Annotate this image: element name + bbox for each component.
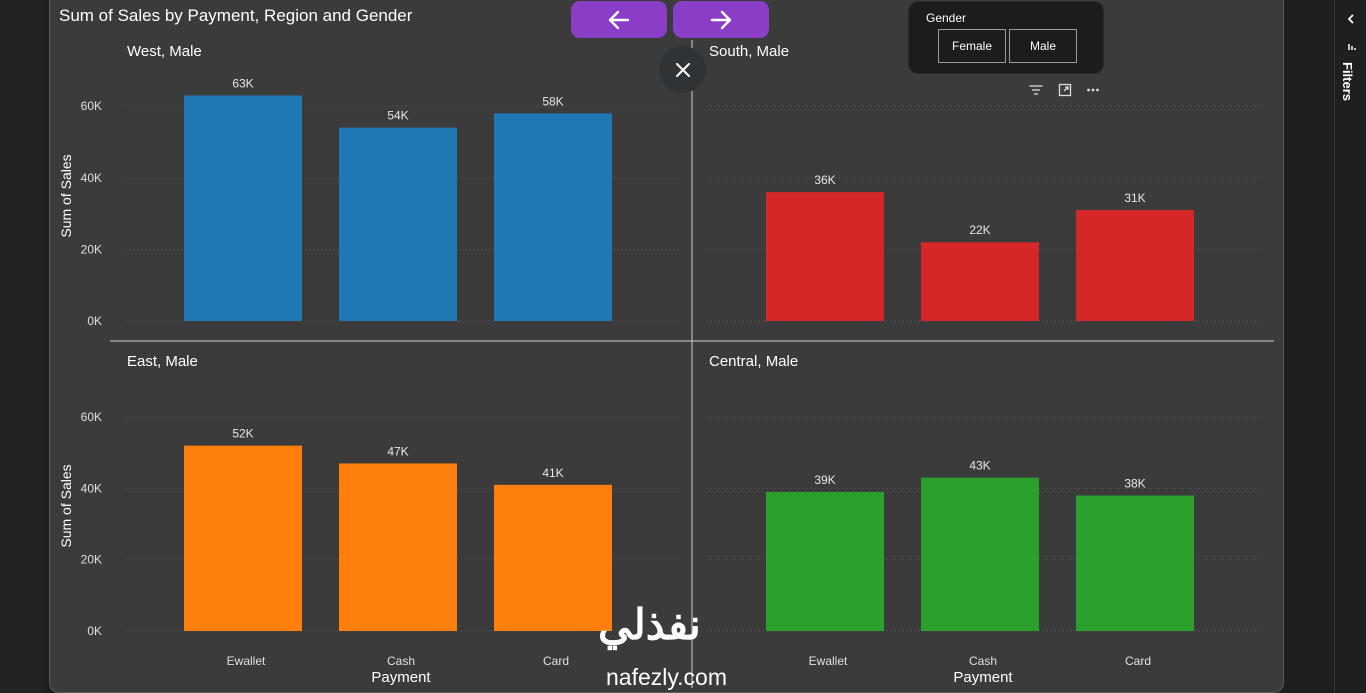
data-label: 43K (969, 459, 990, 473)
data-label: 31K (1124, 191, 1145, 205)
data-label: 54K (387, 109, 408, 123)
y-tick-label: 20K (81, 242, 102, 256)
focus-mode-icon[interactable] (1057, 82, 1073, 98)
filter-icon[interactable] (1028, 82, 1044, 98)
x-axis-title: Payment (953, 669, 1013, 686)
previous-button[interactable] (571, 1, 667, 38)
bar (184, 445, 302, 631)
more-options-icon[interactable] (1085, 82, 1101, 98)
watermark-latin: nafezly.com (606, 664, 728, 690)
y-tick-label: 40K (81, 481, 102, 495)
gender-slicer: Gender Female Male (908, 1, 1104, 74)
bar (184, 95, 302, 322)
bar (1076, 210, 1194, 321)
data-label: 47K (387, 444, 408, 458)
data-label: 39K (814, 473, 835, 487)
x-tick-label: Ewallet (809, 654, 848, 668)
bar (1076, 495, 1194, 631)
filters-pane[interactable] (1335, 0, 1366, 693)
data-label: 22K (969, 223, 990, 237)
x-tick-label: Cash (387, 654, 415, 668)
x-tick-label: Card (1125, 654, 1151, 668)
y-tick-label: 60K (81, 99, 102, 113)
filters-pane-label[interactable]: Filters (1340, 62, 1355, 102)
slicer-option-male[interactable]: Male (1009, 29, 1077, 63)
panel-title: South, Male (709, 43, 789, 60)
y-tick-label: 0K (87, 314, 102, 328)
y-tick-label: 0K (87, 624, 102, 638)
x-tick-label: Ewallet (227, 654, 266, 668)
bar (766, 491, 884, 631)
x-tick-label: Cash (969, 654, 997, 668)
panel-title: East, Male (127, 353, 198, 370)
data-label: 41K (542, 466, 563, 480)
bar (339, 463, 457, 631)
panel-title: Central, Male (709, 353, 798, 370)
bar (339, 127, 457, 322)
slicer-title: Gender (926, 11, 967, 25)
y-tick-label: 40K (81, 171, 102, 185)
filter-funnel-icon (1348, 44, 1356, 50)
x-axis-title: Payment (371, 669, 431, 686)
bar (921, 477, 1039, 631)
watermark-arabic: نفذلي (598, 601, 702, 648)
data-label: 58K (542, 94, 563, 108)
data-label: 36K (814, 173, 835, 187)
next-button[interactable] (673, 1, 769, 38)
panel-title: West, Male (127, 43, 202, 60)
left-panel-strip (0, 0, 44, 693)
data-label: 52K (232, 427, 253, 441)
chevron-left-icon[interactable] (1347, 14, 1355, 24)
y-axis-title: Sum of Sales (58, 464, 74, 547)
arrow-left-icon (608, 10, 630, 29)
bar (766, 192, 884, 321)
y-tick-label: 20K (81, 553, 102, 567)
data-label: 38K (1124, 477, 1145, 491)
close-button[interactable] (659, 46, 706, 93)
close-icon (675, 62, 690, 77)
arrow-right-icon (710, 10, 732, 29)
y-axis-title: Sum of Sales (58, 154, 74, 237)
pane-divider (1334, 0, 1335, 693)
y-tick-label: 60K (81, 410, 102, 424)
x-tick-label: Card (543, 654, 569, 668)
chart-title: Sum of Sales by Payment, Region and Gend… (59, 6, 413, 25)
bar (494, 484, 612, 631)
slicer-option-female[interactable]: Female (938, 29, 1006, 63)
bar (494, 113, 612, 321)
data-label: 63K (232, 76, 253, 90)
bar (921, 242, 1039, 321)
